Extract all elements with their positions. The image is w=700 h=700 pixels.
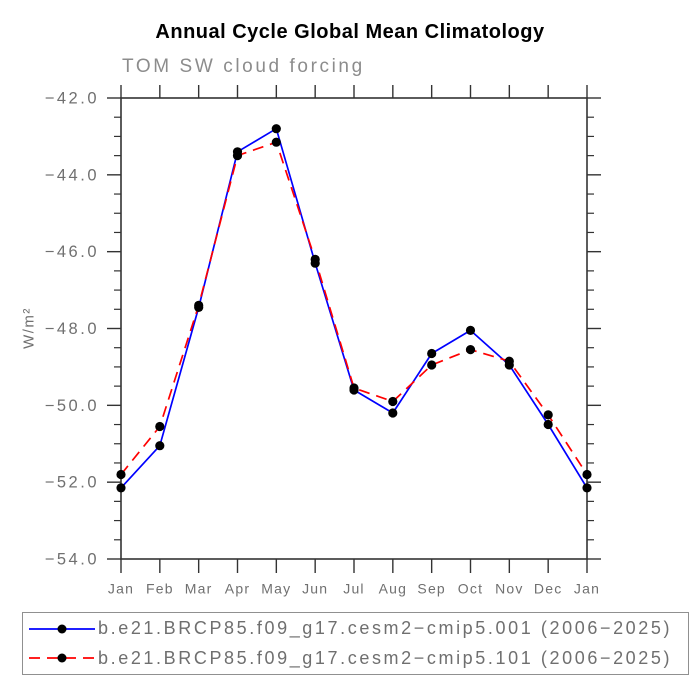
data-point [349,383,359,393]
legend-line-sample-dashed [29,653,95,663]
data-point [582,469,592,480]
x-tick-label: Mar [185,581,213,597]
x-tick-label: Sep [417,581,446,597]
x-tick-label: Dec [534,581,563,597]
y-tick-label: −44.0 [45,166,99,184]
data-point [116,483,126,493]
data-point [465,325,476,335]
y-tick-label: −52.0 [45,474,99,492]
data-point [116,469,126,480]
data-point [194,300,204,310]
legend-label-001: b.e21.BRCP85.f09_g17.cesm2−cmip5.001 (20… [98,618,673,639]
legend-marker-dot-icon [57,624,67,634]
data-point [271,124,281,134]
data-point [543,410,553,420]
data-point [388,396,398,407]
data-point [388,408,398,418]
x-tick-label: Jul [343,581,365,597]
x-tick-label: Jan [108,581,134,597]
x-tick-label: Aug [379,581,408,597]
data-point [504,356,514,366]
legend-box: b.e21.BRCP85.f09_g17.cesm2−cmip5.001 (20… [22,612,689,675]
data-point [271,137,281,147]
x-tick-label: Jun [302,581,328,597]
x-tick-label: Jan [574,581,600,597]
series-line-101 [120,141,588,476]
y-tick-label: −54.0 [45,551,99,569]
data-point [427,348,437,359]
legend-label-101: b.e21.BRCP85.f09_g17.cesm2−cmip5.101 (20… [98,647,673,668]
data-point [582,483,592,493]
data-point [543,419,553,430]
x-tick-label: May [261,581,291,597]
data-point [427,360,437,370]
y-tick-label: −46.0 [45,243,99,261]
legend-marker-dot-icon [57,653,67,663]
data-point [310,254,320,264]
y-tick-label: −50.0 [45,397,99,415]
data-point [465,345,476,355]
series-line-001 [120,127,588,489]
chart-subtitle: TOM SW cloud forcing [122,56,365,77]
data-point [155,421,165,432]
chart-title: Annual Cycle Global Mean Climatology [155,21,545,43]
legend-line-sample-solid [29,624,95,634]
x-tick-label: Apr [225,581,250,597]
y-tick-label: −48.0 [45,320,99,338]
data-point [155,441,165,451]
y-tick-label: −42.0 [45,90,99,108]
x-tick-label: Feb [146,581,174,597]
legend-entry-001: b.e21.BRCP85.f09_g17.cesm2−cmip5.001 (20… [28,615,688,643]
legend-entry-101: b.e21.BRCP85.f09_g17.cesm2−cmip5.101 (20… [28,644,688,672]
x-tick-label: Oct [458,581,483,597]
data-point [232,151,243,161]
x-tick-label: Nov [495,581,524,597]
